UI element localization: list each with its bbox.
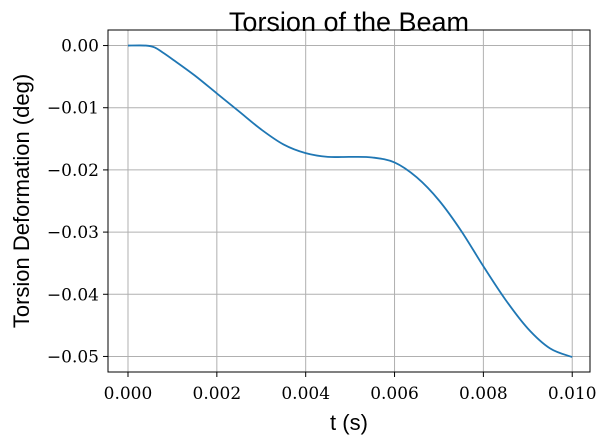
x-tick-label: 0.010	[548, 384, 597, 404]
x-tick-label: 0.006	[370, 384, 419, 404]
series-line	[127, 44, 573, 358]
x-tick-label: 0.008	[459, 384, 508, 404]
y-tick-label: −0.03	[47, 223, 99, 243]
y-tick-label: −0.05	[47, 347, 99, 367]
y-tick-label: −0.04	[47, 285, 99, 305]
x-axis-label: t (s)	[330, 410, 368, 435]
y-tick-label: 0.00	[61, 37, 99, 57]
series-layer	[127, 44, 573, 358]
y-tick-label: −0.01	[47, 99, 99, 119]
x-tick-label: 0.004	[281, 384, 330, 404]
x-tick-label: 0.002	[193, 384, 242, 404]
x-tick-label: 0.000	[104, 384, 153, 404]
y-axis-label: Torsion Deformation (deg)	[9, 74, 34, 328]
plot-frame	[107, 29, 591, 373]
y-tick-label: −0.02	[47, 161, 99, 181]
ticks: 0.000 0.002 0.004 0.006 0.008 0.010 0.00 −0.01 −…	[47, 37, 597, 404]
grid	[108, 30, 590, 372]
chart-title: Torsion of the Beam	[229, 7, 469, 37]
